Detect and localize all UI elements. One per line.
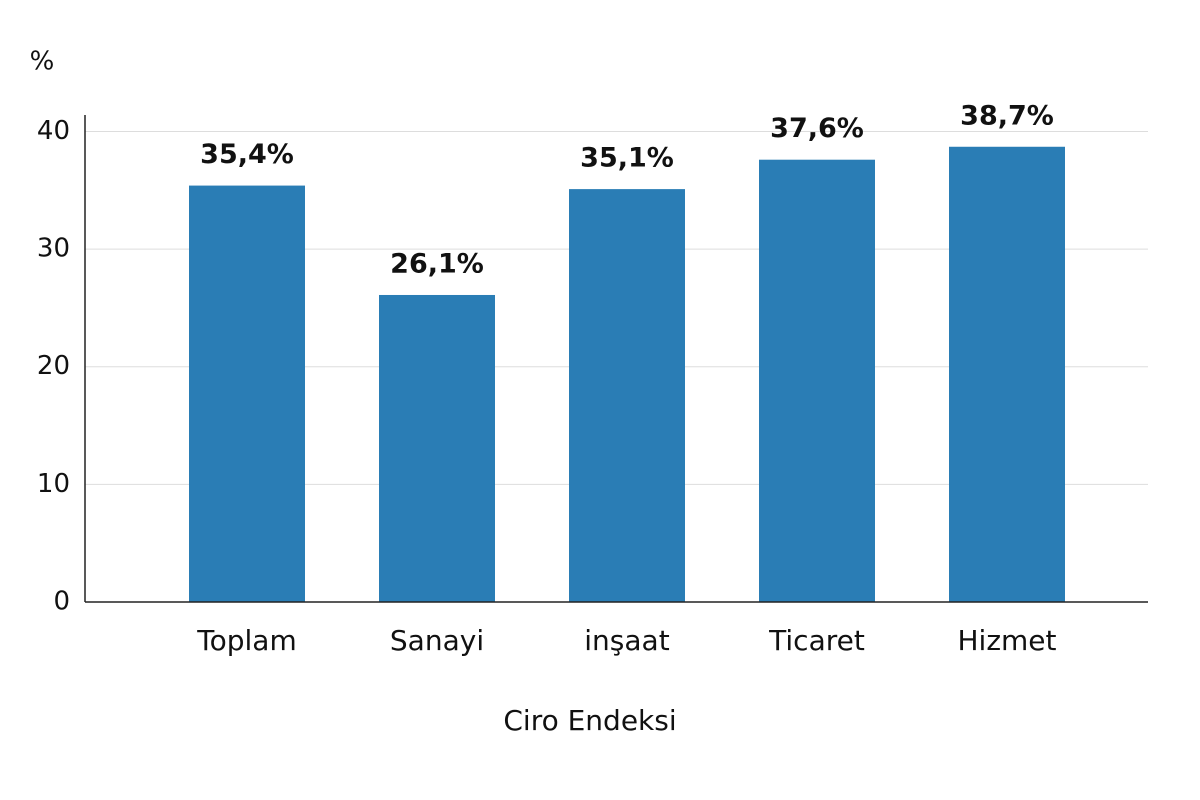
- bar: [949, 146, 1065, 602]
- x-tick-label: Ticaret: [768, 624, 865, 657]
- value-label: 37,6%: [770, 113, 864, 144]
- value-label: 26,1%: [390, 248, 484, 279]
- y-unit: %: [30, 47, 55, 77]
- y-tick-label: 10: [37, 469, 70, 499]
- x-tick-label: inşaat: [584, 624, 669, 657]
- value-label: 35,1%: [580, 143, 674, 174]
- x-axis-title: Ciro Endeksi: [503, 704, 676, 737]
- value-label: 35,4%: [200, 139, 294, 170]
- bar: [569, 189, 685, 602]
- y-tick-label: 20: [37, 351, 70, 381]
- y-tick-label: 0: [53, 587, 70, 617]
- y-tick-label: 40: [37, 116, 70, 146]
- x-tick-label: Hizmet: [957, 624, 1056, 657]
- y-tick-label: 30: [37, 234, 70, 264]
- bar: [759, 159, 875, 602]
- x-tick-label: Sanayi: [390, 624, 484, 657]
- bar: [189, 185, 305, 602]
- x-tick-label: Toplam: [196, 624, 296, 657]
- bar: [379, 294, 495, 602]
- value-label: 38,7%: [960, 100, 1054, 131]
